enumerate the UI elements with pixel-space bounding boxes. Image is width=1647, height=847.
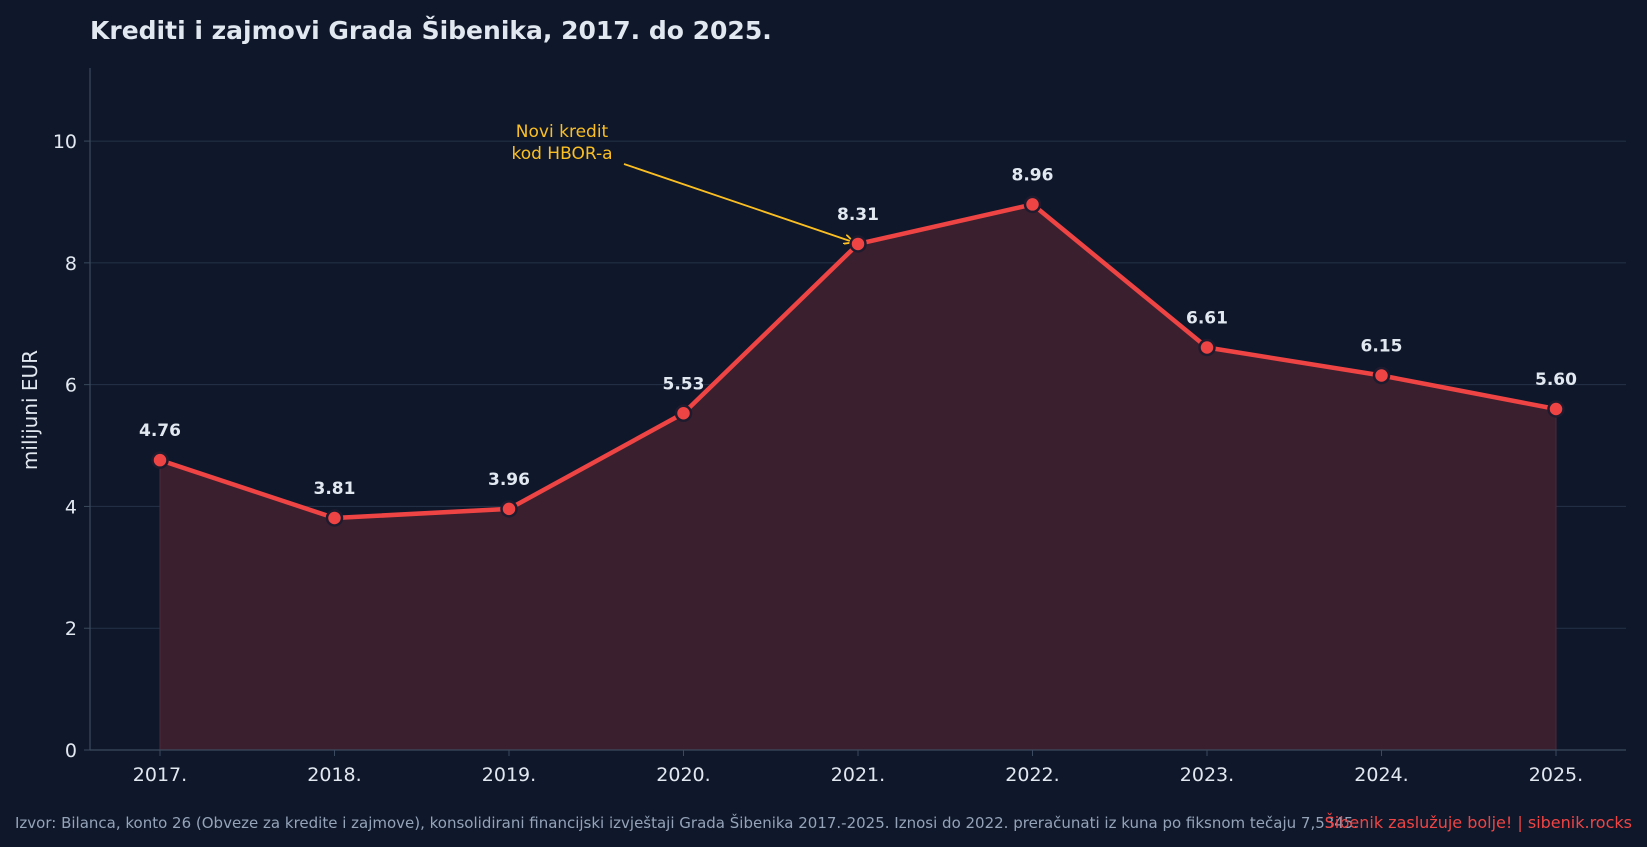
data-label: 3.96 [488,470,530,490]
x-tick-label: 2021. [831,764,885,786]
annotation-arrow [623,163,853,242]
data-label: 8.31 [837,205,879,225]
y-tick-label: 10 [53,131,77,153]
data-labels: 4.76 3.81 3.96 5.53 8.31 8.96 6.61 6.15 5.60 [139,165,1577,499]
data-label: 5.60 [1535,370,1577,390]
y-tick-label: 4 [65,496,77,518]
data-label: 3.81 [314,479,356,499]
data-point [151,451,169,469]
data-point [1547,400,1565,418]
data-label: 6.61 [1186,308,1228,328]
x-tick-label: 2025. [1529,764,1583,786]
y-axis-label: milijuni EUR [18,350,42,470]
points-layer [151,195,1565,527]
annotation-text: Novi kredit [516,122,609,142]
y-tick-label: 2 [65,618,77,640]
data-point [500,500,518,518]
data-label: 6.15 [1361,337,1403,357]
y-tick-label: 6 [65,375,77,397]
chart-title: Krediti i zajmovi Grada Šibenika, 2017. … [90,15,772,45]
tick-labels: 0 2 4 6 8 10 2017. 2018. 2019. 2020. 2021. 2022. 202… [53,131,1583,786]
x-tick-label: 2019. [482,764,536,786]
y-tick-label: 8 [65,253,77,275]
annotation-text: kod HBOR-a [511,144,612,164]
x-tick-label: 2017. [133,764,187,786]
data-label: 8.96 [1012,165,1054,185]
data-point [325,509,344,527]
data-point [674,404,693,423]
x-tick-label: 2022. [1005,764,1059,786]
data-point [1023,195,1042,214]
x-tick-label: 2020. [656,764,710,786]
data-label: 5.53 [663,374,705,394]
x-tick-label: 2024. [1354,764,1408,786]
x-tick-label: 2023. [1180,764,1234,786]
series-area [159,203,1557,751]
brand-credit: Šibenik zaslužuje bolje! | sibenik.rocks [1325,813,1632,832]
y-tick-label: 0 [65,740,77,762]
x-tick-label: 2018. [307,764,361,786]
data-point [1198,338,1216,357]
data-point [1372,366,1391,385]
area-layer [159,203,1557,751]
data-label: 4.76 [139,421,181,441]
axes [84,68,1626,756]
source-note: Izvor: Bilanca, konto 26 (Obveze za kred… [15,813,1358,832]
data-point [849,235,867,253]
